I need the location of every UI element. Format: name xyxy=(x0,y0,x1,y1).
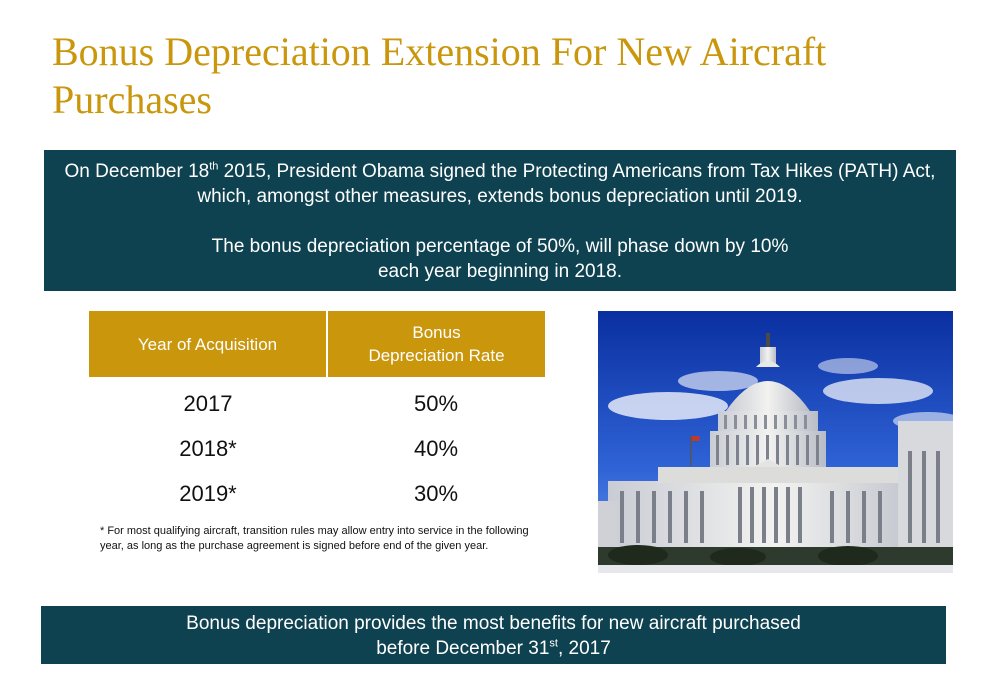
header-bonus-depreciation-rate: Bonus Depreciation Rate xyxy=(327,311,545,377)
page-title: Bonus Depreciation Extension For New Air… xyxy=(52,29,827,122)
rate-cell: 50% xyxy=(413,390,459,416)
intro-text-a: On December 18 xyxy=(64,161,210,182)
bottom-superscript: st xyxy=(549,637,558,650)
bottom-line-2: before December 31st, 2017 xyxy=(41,636,946,661)
header-year-of-acquisition: Year of Acquisition xyxy=(89,311,328,377)
year-cell: 2017 xyxy=(183,390,233,416)
intro-paragraph-1: On December 18th 2015, President Obama s… xyxy=(44,159,956,209)
intro-p2-line2: each year beginning in 2018. xyxy=(377,261,623,282)
intro-p2-line1: The bonus depreciation percentage of 50%… xyxy=(211,236,789,257)
bottom-text-a: before December 31 xyxy=(376,638,550,659)
depreciation-rate-table: Year of Acquisition Bonus Depreciation Ra… xyxy=(89,311,545,516)
table-row: 2017 50% xyxy=(89,377,545,426)
header-rate-line2: Depreciation Rate xyxy=(368,346,505,365)
capitol-illustration xyxy=(598,311,953,573)
bottom-text-b: , 2017 xyxy=(557,638,611,659)
rate-cell: 40% xyxy=(413,435,459,461)
table-row: 2018* 40% xyxy=(89,426,545,471)
bottom-line-1: Bonus depreciation provides the most ben… xyxy=(186,613,801,634)
header-rate-line1: Bonus xyxy=(412,323,461,342)
table-row: 2019* 30% xyxy=(89,471,545,516)
footnote: * For most qualifying aircraft, transiti… xyxy=(100,525,529,552)
rate-cell: 30% xyxy=(413,480,459,506)
intro-box: On December 18th 2015, President Obama s… xyxy=(44,150,956,291)
intro-text-b: 2015, President Obama signed the Protect… xyxy=(197,161,936,207)
us-capitol-photo xyxy=(598,311,953,573)
intro-superscript: th xyxy=(209,160,219,173)
intro-paragraph-2: The bonus depreciation percentage of 50%… xyxy=(44,234,956,284)
bottom-callout-box: Bonus depreciation provides the most ben… xyxy=(41,606,946,664)
year-cell: 2019* xyxy=(179,480,237,506)
year-cell: 2018* xyxy=(179,435,237,461)
table-header-row: Year of Acquisition Bonus Depreciation Ra… xyxy=(89,311,545,377)
